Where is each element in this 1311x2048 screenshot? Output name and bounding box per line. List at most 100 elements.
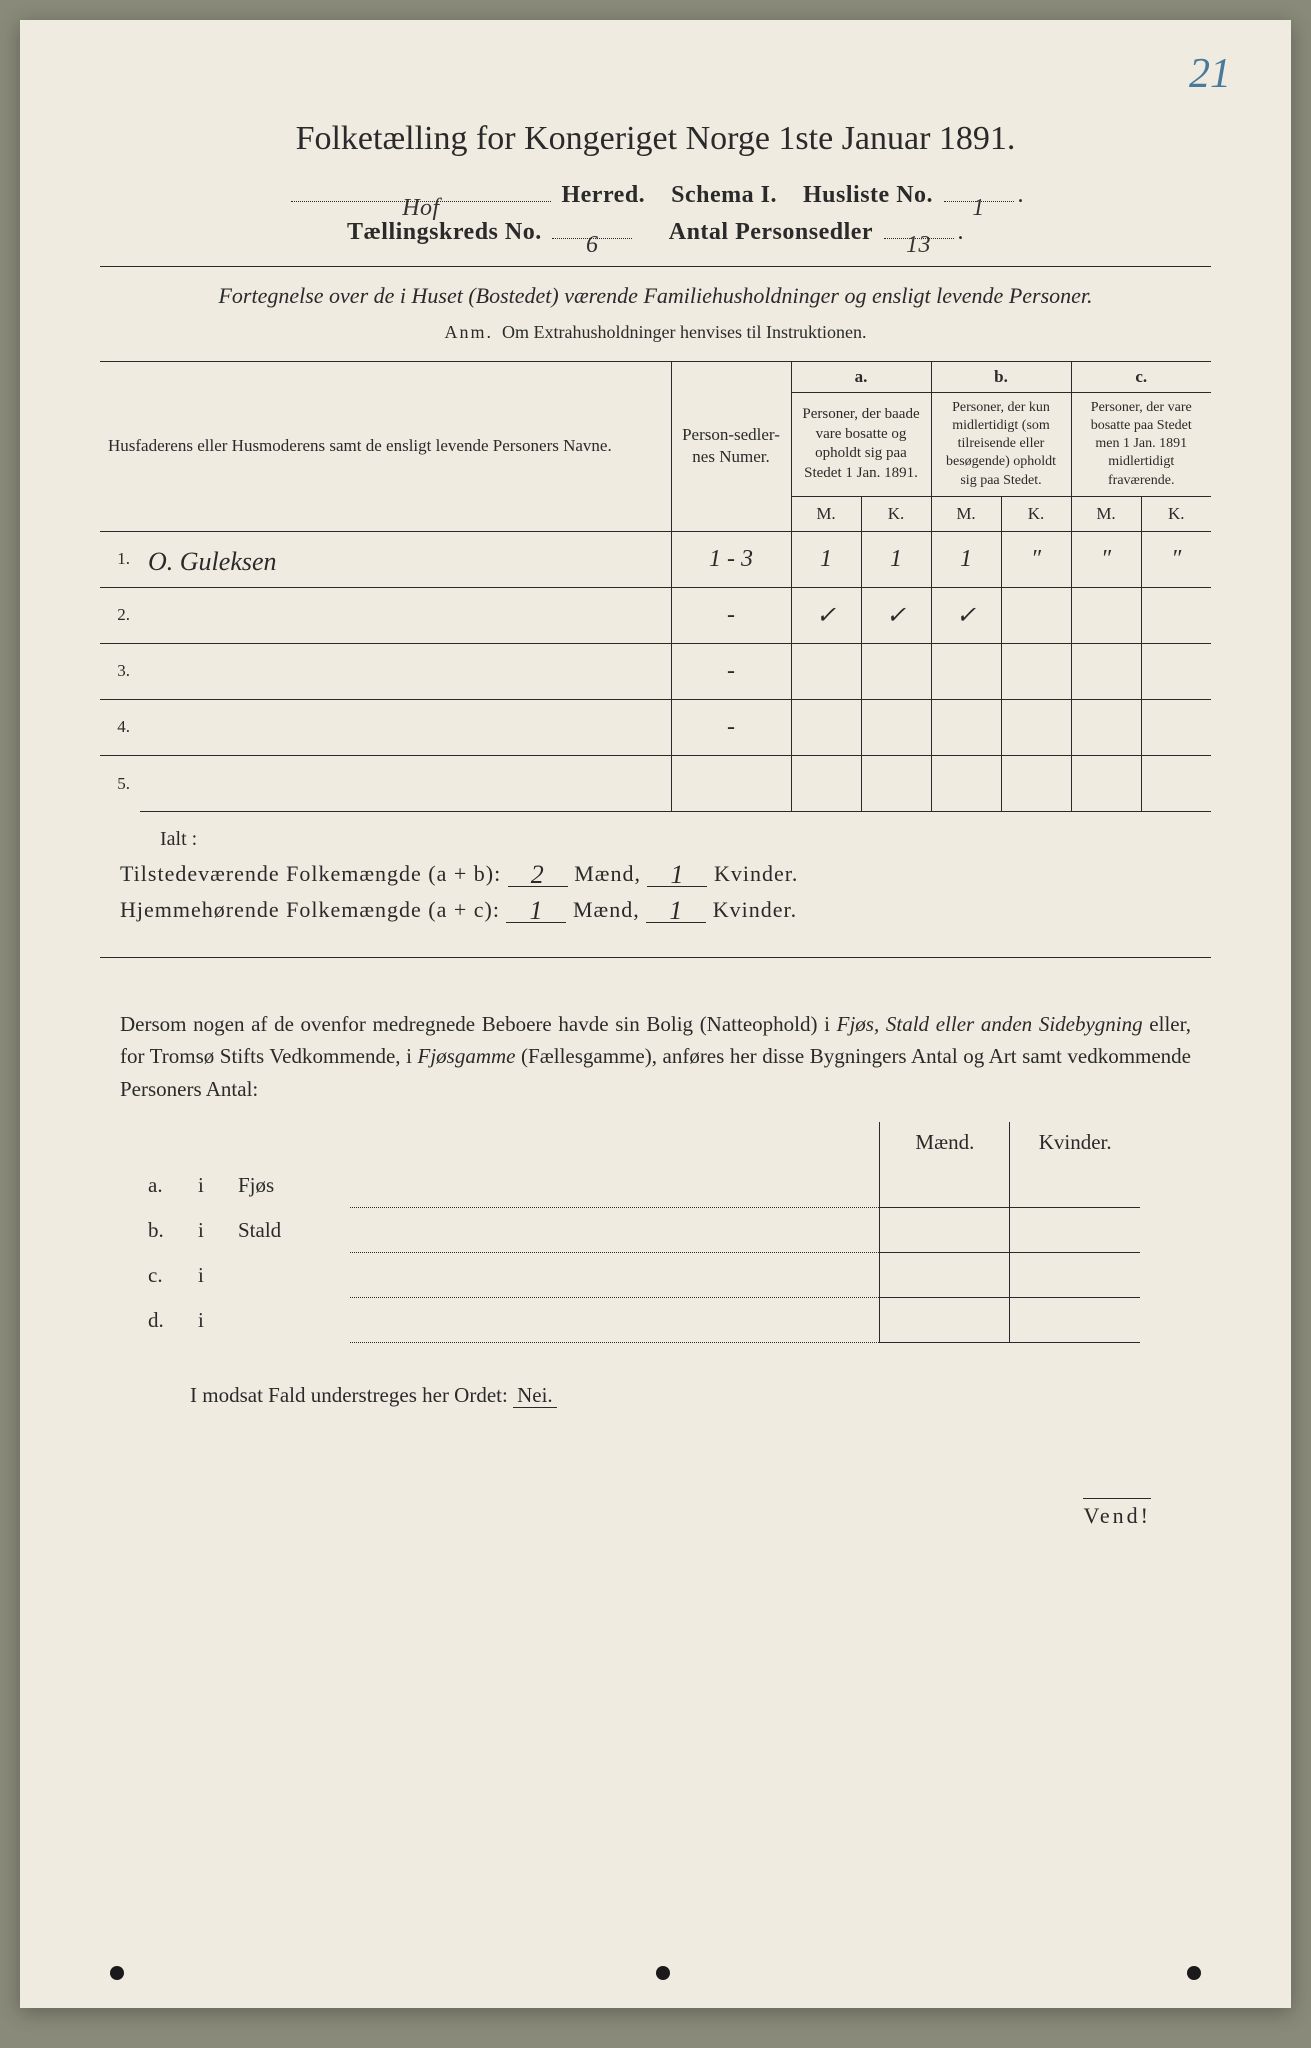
bygn-type: Stald	[230, 1208, 350, 1253]
nei-word: Nei.	[513, 1383, 557, 1408]
bygn-i: i	[190, 1298, 230, 1343]
row-numer: -	[671, 643, 791, 699]
row-name	[140, 587, 671, 643]
bygn-m	[880, 1208, 1010, 1253]
anm-note: Anm. Om Extrahusholdninger henvises til …	[100, 322, 1211, 343]
section-subtitle: Fortegnelse over de i Huset (Bostedet) v…	[100, 281, 1211, 312]
table-row: 5.	[100, 755, 1211, 811]
outbuilding-table: Mænd. Kvinder. a.iFjøsb.iStaldc.id.i	[140, 1122, 1140, 1344]
row-name	[140, 699, 671, 755]
bygn-head-m: Mænd.	[880, 1122, 1010, 1163]
row-a-k: ✓	[861, 587, 931, 643]
sum-maend: Mænd,	[574, 861, 641, 886]
th-names: Husfaderens eller Husmoderens samt de en…	[100, 361, 671, 531]
th-a-k: K.	[861, 496, 931, 531]
row-numer	[671, 755, 791, 811]
row-numer: 1 - 3	[671, 531, 791, 587]
sum-kvinder: Kvinder.	[714, 861, 798, 886]
row-b-m	[931, 755, 1001, 811]
herred-value: Hof	[291, 195, 551, 222]
kreds-label: Tællingskreds No.	[347, 219, 542, 245]
row-a-m	[791, 643, 861, 699]
bygn-dots	[350, 1298, 880, 1343]
th-group-b: b.	[931, 361, 1071, 392]
th-b-text: Personer, der kun midlertidigt (som tilr…	[931, 392, 1071, 496]
bygn-letter: a.	[140, 1163, 190, 1208]
row-c-m	[1071, 587, 1141, 643]
th-b-k: K.	[1001, 496, 1071, 531]
row-b-k: ″	[1001, 531, 1071, 587]
sum-kvinder: Kvinder.	[713, 897, 797, 922]
row-b-k	[1001, 643, 1071, 699]
divider	[100, 957, 1211, 958]
page-corner-number: 21	[1189, 50, 1231, 98]
bygn-k	[1010, 1253, 1140, 1298]
vend-label: Vend!	[1083, 1498, 1151, 1529]
bygn-m	[880, 1163, 1010, 1208]
table-row: 3. -	[100, 643, 1211, 699]
bygn-row: a.iFjøs	[140, 1163, 1140, 1208]
th-group-c: c.	[1071, 361, 1211, 392]
bygn-head-k: Kvinder.	[1010, 1122, 1140, 1163]
row-c-m	[1071, 643, 1141, 699]
census-form-page: 21 Folketælling for Kongeriget Norge 1st…	[20, 20, 1291, 2008]
row-c-m	[1071, 699, 1141, 755]
row-a-k	[861, 755, 931, 811]
row-c-k	[1141, 699, 1211, 755]
bygn-type	[230, 1298, 350, 1343]
bygn-letter: c.	[140, 1253, 190, 1298]
bygn-m	[880, 1253, 1010, 1298]
th-c-m: M.	[1071, 496, 1141, 531]
divider	[100, 266, 1211, 267]
form-title: Folketælling for Kongeriget Norge 1ste J…	[100, 120, 1211, 158]
kreds-value: 6	[552, 232, 632, 259]
household-table: Husfaderens eller Husmoderens samt de en…	[100, 361, 1211, 812]
bygn-i: i	[190, 1208, 230, 1253]
nei-line: I modsat Fald understreges her Ordet: Ne…	[190, 1383, 1211, 1408]
row-numer: -	[671, 587, 791, 643]
husliste-label: Husliste No.	[803, 182, 933, 208]
row-b-m: ✓	[931, 587, 1001, 643]
table-row: 2.-✓✓✓	[100, 587, 1211, 643]
row-a-k: 1	[861, 531, 931, 587]
header-line-1: Hof Herred. Schema I. Husliste No. 1.	[100, 182, 1211, 209]
row-number: 5.	[100, 755, 140, 811]
row-c-m: ″	[1071, 531, 1141, 587]
bygn-row: c.i	[140, 1253, 1140, 1298]
sum1-k: 1	[647, 865, 707, 887]
row-c-k	[1141, 643, 1211, 699]
row-a-m	[791, 755, 861, 811]
sum2-k: 1	[646, 901, 706, 923]
bygn-k	[1010, 1163, 1140, 1208]
row-a-m	[791, 699, 861, 755]
sum-maend: Mænd,	[573, 897, 640, 922]
row-name	[140, 755, 671, 811]
husliste-value: 1	[944, 195, 1014, 222]
bygn-type	[230, 1253, 350, 1298]
row-number: 2.	[100, 587, 140, 643]
row-b-m	[931, 643, 1001, 699]
row-b-k	[1001, 587, 1071, 643]
row-b-k	[1001, 699, 1071, 755]
th-numer: Person-sedler-nes Numer.	[671, 361, 791, 531]
th-c-k: K.	[1141, 496, 1211, 531]
row-b-m	[931, 699, 1001, 755]
row-number: 3.	[100, 643, 140, 699]
th-b-m: M.	[931, 496, 1001, 531]
bygn-i: i	[190, 1253, 230, 1298]
antal-label: Antal Personsedler	[669, 219, 873, 245]
th-a-text: Personer, der baade vare bosatte og opho…	[791, 392, 931, 496]
bygn-type: Fjøs	[230, 1163, 350, 1208]
row-b-k	[1001, 755, 1071, 811]
bygn-m	[880, 1298, 1010, 1343]
table-row: 1.O. Guleksen1 - 3111″″″	[100, 531, 1211, 587]
row-c-m	[1071, 755, 1141, 811]
row-a-k	[861, 699, 931, 755]
sum1-label: Tilstedeværende Folkemængde (a + b):	[120, 861, 501, 886]
th-group-a: a.	[791, 361, 931, 392]
row-a-m: 1	[791, 531, 861, 587]
antal-value: 13	[884, 232, 954, 259]
sum-line-2: Hjemmehørende Folkemængde (a + c): 1 Mæn…	[120, 897, 1211, 923]
bygn-row: d.i	[140, 1298, 1140, 1343]
bygn-dots	[350, 1208, 880, 1253]
